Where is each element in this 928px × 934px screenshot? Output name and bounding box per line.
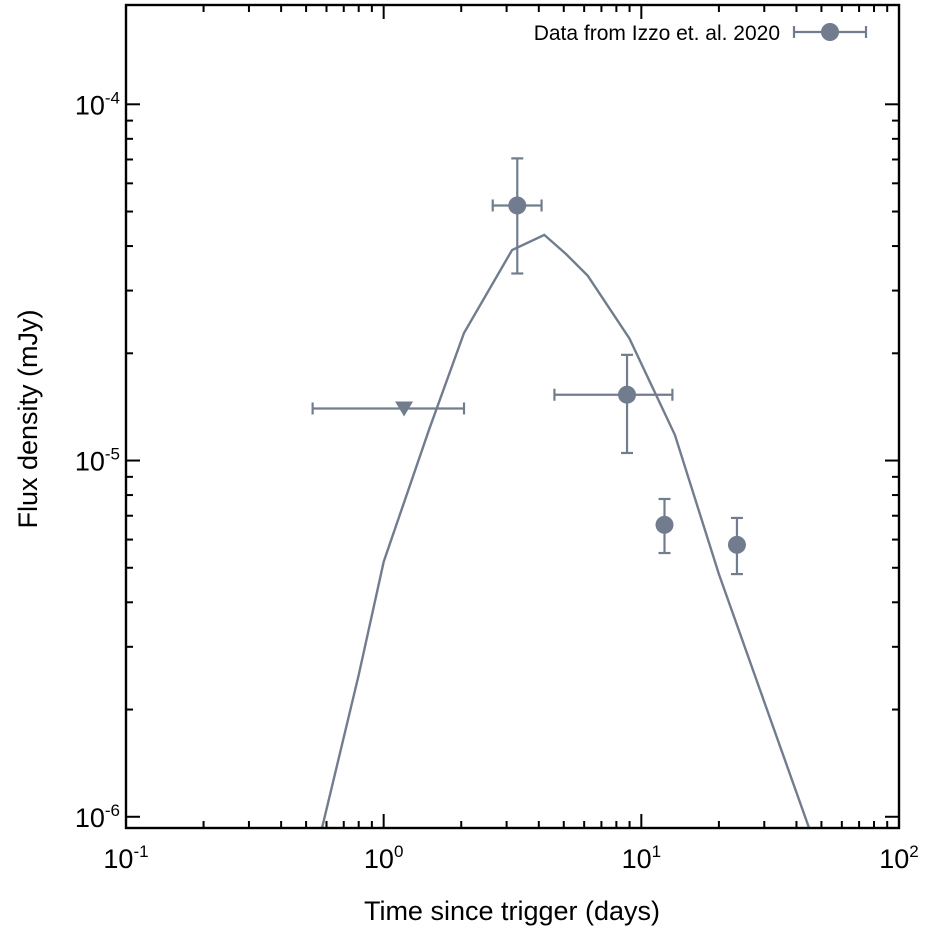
- series-layer: [311, 157, 811, 828]
- legend-symbol: [792, 23, 868, 41]
- y-tick-label: 10-5: [75, 445, 120, 477]
- plot-frame: [124, 3, 901, 830]
- legend-label: Data from Izzo et. al. 2020: [534, 22, 780, 45]
- data-point-marker: [655, 515, 674, 534]
- upper-limit-point: [311, 401, 466, 417]
- data-point-marker: [727, 535, 746, 554]
- upper-limit-marker: [395, 401, 414, 417]
- plot-border: [124, 3, 901, 830]
- data-point-marker: [508, 196, 527, 215]
- tick-labels: 10-1 100 101 102 10-6 10-5 10-4: [75, 88, 919, 874]
- x-axis-title: Time since trigger (days): [364, 896, 660, 926]
- y-tick-label: 10-6: [75, 801, 120, 833]
- axis-ticks: [125, 5, 900, 828]
- model-curve: [320, 233, 811, 828]
- data-point: [553, 353, 674, 455]
- data-point: [655, 497, 674, 555]
- legend-marker: [821, 23, 839, 41]
- y-axis-title: Flux density (mJy): [13, 309, 43, 528]
- data-point: [491, 157, 543, 275]
- legend: Data from Izzo et. al. 2020: [534, 22, 868, 45]
- x-tick-label: 102: [879, 842, 919, 874]
- x-tick-label: 101: [622, 842, 662, 874]
- data-point: [727, 516, 746, 576]
- x-tick-label: 100: [364, 842, 404, 874]
- x-tick-label: 10-1: [103, 842, 148, 874]
- y-tick-label: 10-4: [75, 88, 120, 120]
- data-point-marker: [618, 385, 637, 404]
